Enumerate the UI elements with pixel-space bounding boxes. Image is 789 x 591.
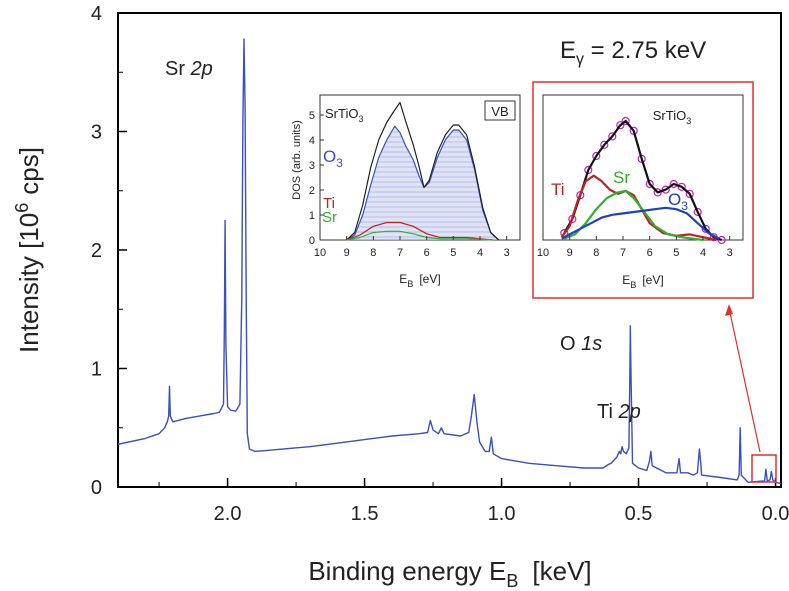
inset-y-tick-label: 0 [309, 235, 315, 247]
inset-fit-sr-label: Sr [613, 168, 630, 187]
y-tick-label: 4 [91, 3, 102, 25]
x-tick-label: 1.0 [488, 503, 516, 525]
inset-x-tick-label: 10 [537, 247, 549, 259]
inset-x-tick-label: 6 [647, 247, 653, 259]
inset-x-tick-label: 8 [593, 247, 599, 259]
inset-vb-sr-label: Sr [322, 209, 337, 226]
x-tick-label: 2.0 [214, 503, 242, 525]
x-axis-label: Binding energy EB [keV] [308, 556, 591, 591]
inset-fit-ti-label: Ti [551, 180, 565, 199]
inset-y-tick-label: 4 [309, 135, 315, 147]
y-tick-label: 1 [91, 359, 102, 381]
inset-y-tick-label: 1 [309, 210, 315, 222]
x-tick-label: 0.0 [762, 503, 789, 525]
x-tick-label: 0.5 [625, 503, 653, 525]
inset-x-tick-label: 5 [450, 247, 456, 259]
y-tick-label: 0 [91, 477, 102, 499]
inset-x-tick-label: 3 [727, 247, 733, 259]
x-tick-label: 1.5 [351, 503, 379, 525]
y-tick-label: 3 [91, 122, 102, 144]
inset-x-tick-label: 3 [504, 247, 510, 259]
inset-x-tick-label: 9 [567, 247, 573, 259]
inset-vb-y-label: DOS (arb. units) [291, 120, 303, 199]
inset-x-tick-label: 8 [370, 247, 376, 259]
inset-y-tick-label: 3 [309, 160, 315, 172]
inset-x-tick-label: 4 [477, 247, 483, 259]
peak-label-o1s: O 1s [560, 333, 602, 355]
inset-x-tick-label: 7 [620, 247, 626, 259]
inset-x-tick-label: 9 [344, 247, 350, 259]
inset-vb-x-label: EB [eV] [399, 272, 440, 289]
inset-x-tick-label: 10 [314, 247, 326, 259]
zoom-arrow-line [729, 308, 760, 452]
inset-x-tick-label: 4 [700, 247, 706, 259]
inset-x-tick-label: 7 [397, 247, 403, 259]
inset-vb-box-label: VB [491, 104, 508, 119]
inset-y-tick-label: 5 [309, 110, 315, 122]
peak-label-sr2p: Sr 2p [165, 58, 213, 80]
photon-energy-label: Eγ = 2.75 keV [560, 37, 706, 68]
inset-fit: 10 9 8 7 6 5 4 3 SrTiO3 Ti Sr O3 EB [eV] [533, 82, 753, 298]
y-axis-label: Intensity [106cps] [12, 147, 44, 353]
zoom-arrow-head [725, 304, 733, 316]
peak-label-ti2p: Ti 2p [597, 401, 641, 423]
inset-x-tick-label: 5 [673, 247, 679, 259]
y-tick-label: 2 [91, 240, 102, 262]
inset-y-tick-label: 2 [309, 185, 315, 197]
inset-x-tick-label: 6 [424, 247, 430, 259]
